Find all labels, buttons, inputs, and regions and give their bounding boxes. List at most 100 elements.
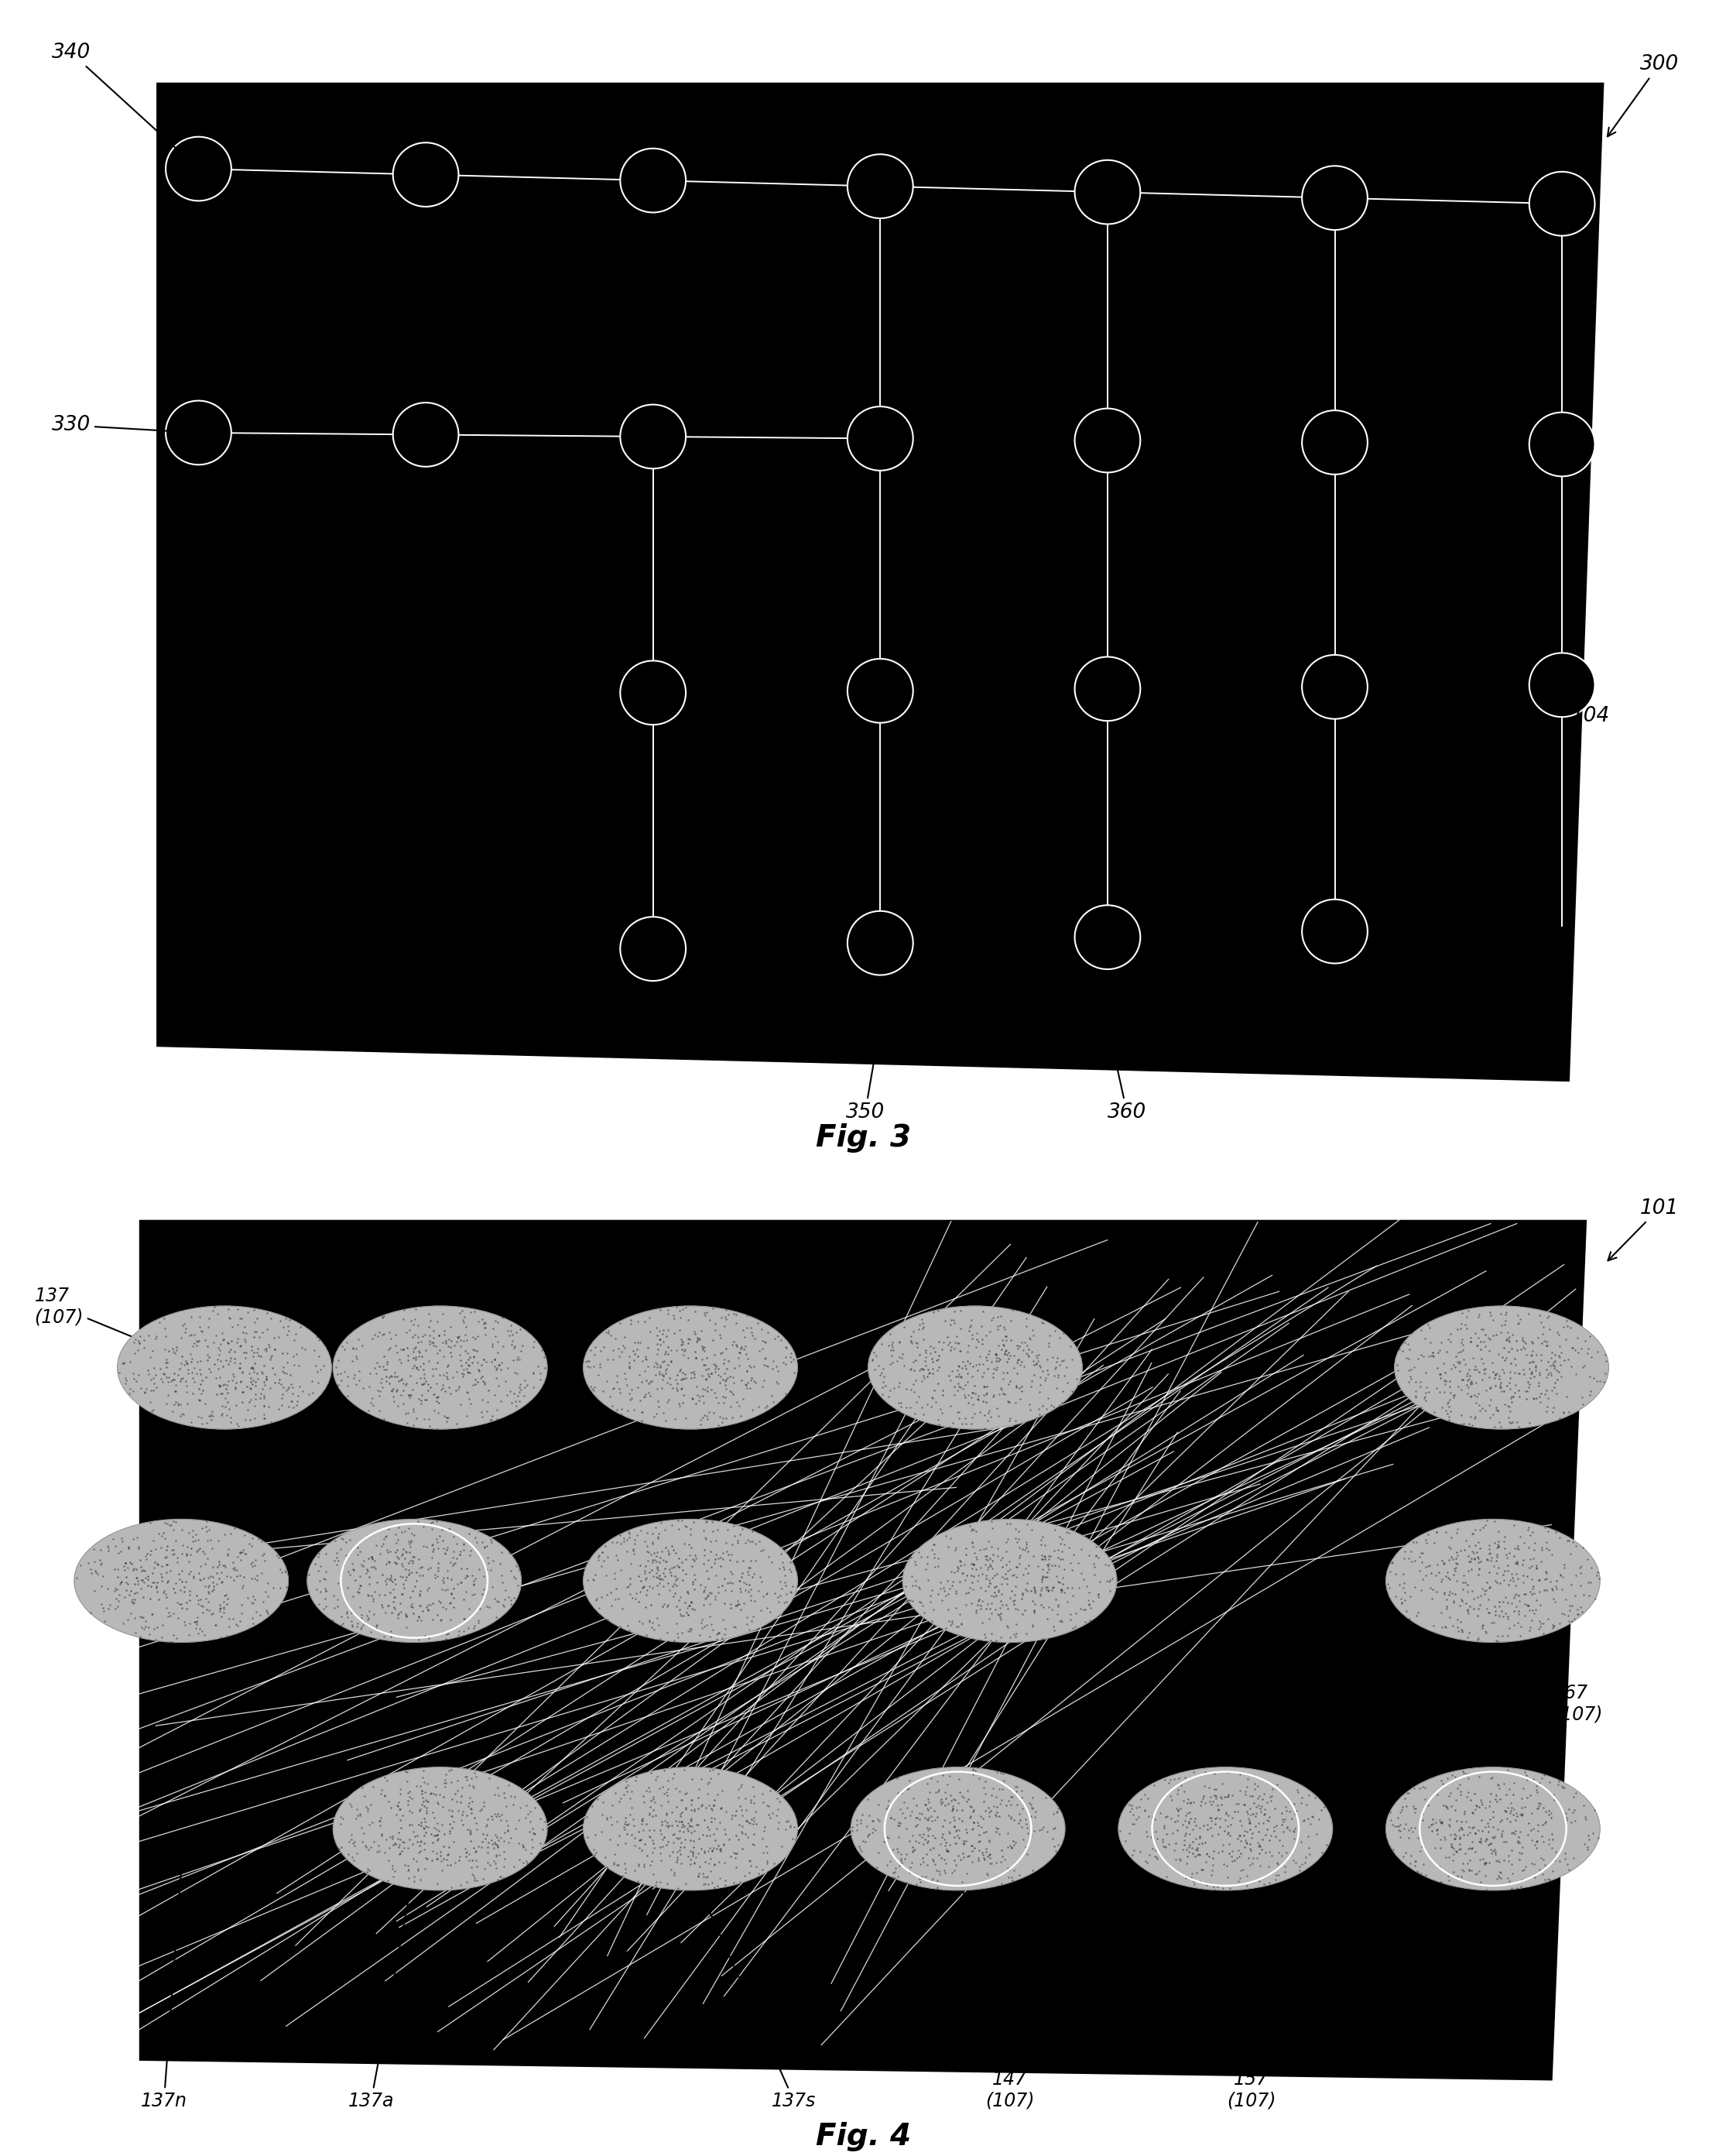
Point [777, 1546, 804, 1580]
Point [671, 1822, 699, 1856]
Point [442, 1777, 469, 1811]
Point [1526, 1766, 1553, 1800]
Point [609, 1520, 637, 1554]
Point [468, 1830, 495, 1865]
Point [428, 1591, 456, 1626]
Point [972, 1794, 999, 1828]
Point [939, 1792, 967, 1826]
Point [951, 1367, 979, 1401]
Point [1201, 1779, 1229, 1813]
Point [1464, 1319, 1491, 1354]
Point [433, 1358, 461, 1393]
Point [934, 1593, 961, 1628]
Ellipse shape [394, 403, 459, 466]
Point [647, 1291, 675, 1326]
Point [1528, 1531, 1555, 1565]
Point [1446, 1354, 1474, 1388]
Point [721, 1350, 749, 1384]
Point [124, 1531, 152, 1565]
Point [1439, 1557, 1467, 1591]
Point [1550, 1550, 1578, 1585]
Point [1284, 1774, 1312, 1809]
Point [1395, 1813, 1422, 1848]
Point [1436, 1802, 1464, 1837]
Point [231, 1309, 259, 1343]
Point [228, 1595, 255, 1630]
Point [1448, 1363, 1476, 1397]
Point [423, 1337, 450, 1371]
Point [426, 1835, 454, 1869]
Point [1538, 1574, 1565, 1608]
Point [129, 1552, 157, 1587]
Point [1143, 1841, 1170, 1876]
Point [226, 1330, 254, 1365]
Point [1201, 1757, 1229, 1792]
Point [495, 1535, 523, 1570]
Point [211, 1578, 238, 1613]
Point [958, 1559, 986, 1593]
Point [656, 1360, 683, 1395]
Point [171, 1570, 198, 1604]
Point [394, 1343, 421, 1378]
Point [694, 1578, 721, 1613]
Point [357, 1550, 385, 1585]
Point [461, 1341, 488, 1376]
Point [1458, 1542, 1486, 1576]
Point [197, 1404, 224, 1438]
Point [690, 1296, 718, 1330]
Point [488, 1345, 516, 1380]
Point [1503, 1824, 1531, 1858]
Text: 137n: 137n [142, 1871, 186, 2111]
Point [720, 1360, 747, 1395]
Point [409, 1345, 437, 1380]
Point [414, 1587, 442, 1621]
Point [744, 1388, 772, 1423]
Point [620, 1802, 647, 1837]
Point [423, 1380, 450, 1414]
Point [359, 1583, 387, 1617]
Point [249, 1354, 276, 1388]
Point [694, 1542, 721, 1576]
Point [668, 1328, 696, 1363]
Point [409, 1774, 437, 1809]
Point [147, 1531, 174, 1565]
Point [121, 1615, 148, 1649]
Point [910, 1352, 937, 1386]
Point [185, 1371, 212, 1406]
Point [1517, 1339, 1545, 1373]
Point [1507, 1302, 1534, 1337]
Point [250, 1397, 278, 1432]
Point [162, 1565, 190, 1600]
Point [737, 1311, 765, 1345]
Point [972, 1591, 999, 1626]
Point [404, 1818, 431, 1852]
Point [659, 1298, 687, 1332]
Point [499, 1343, 526, 1378]
Point [404, 1824, 431, 1858]
Point [692, 1363, 720, 1397]
Point [438, 1800, 466, 1835]
Point [1205, 1835, 1232, 1869]
Point [274, 1371, 302, 1406]
Point [1020, 1593, 1048, 1628]
Point [1522, 1792, 1550, 1826]
Point [385, 1828, 413, 1863]
Point [392, 1367, 419, 1401]
Point [965, 1818, 992, 1852]
Point [504, 1339, 532, 1373]
Point [1443, 1770, 1471, 1805]
Point [1003, 1777, 1030, 1811]
Point [668, 1332, 696, 1367]
Point [1483, 1539, 1510, 1574]
Point [849, 1824, 877, 1858]
Point [898, 1373, 925, 1408]
Point [954, 1313, 982, 1348]
Point [903, 1563, 930, 1598]
Point [960, 1572, 987, 1606]
Point [958, 1524, 986, 1559]
Point [720, 1365, 747, 1399]
Point [633, 1350, 661, 1384]
Point [387, 1345, 414, 1380]
Point [1244, 1826, 1272, 1861]
Point [754, 1315, 782, 1350]
